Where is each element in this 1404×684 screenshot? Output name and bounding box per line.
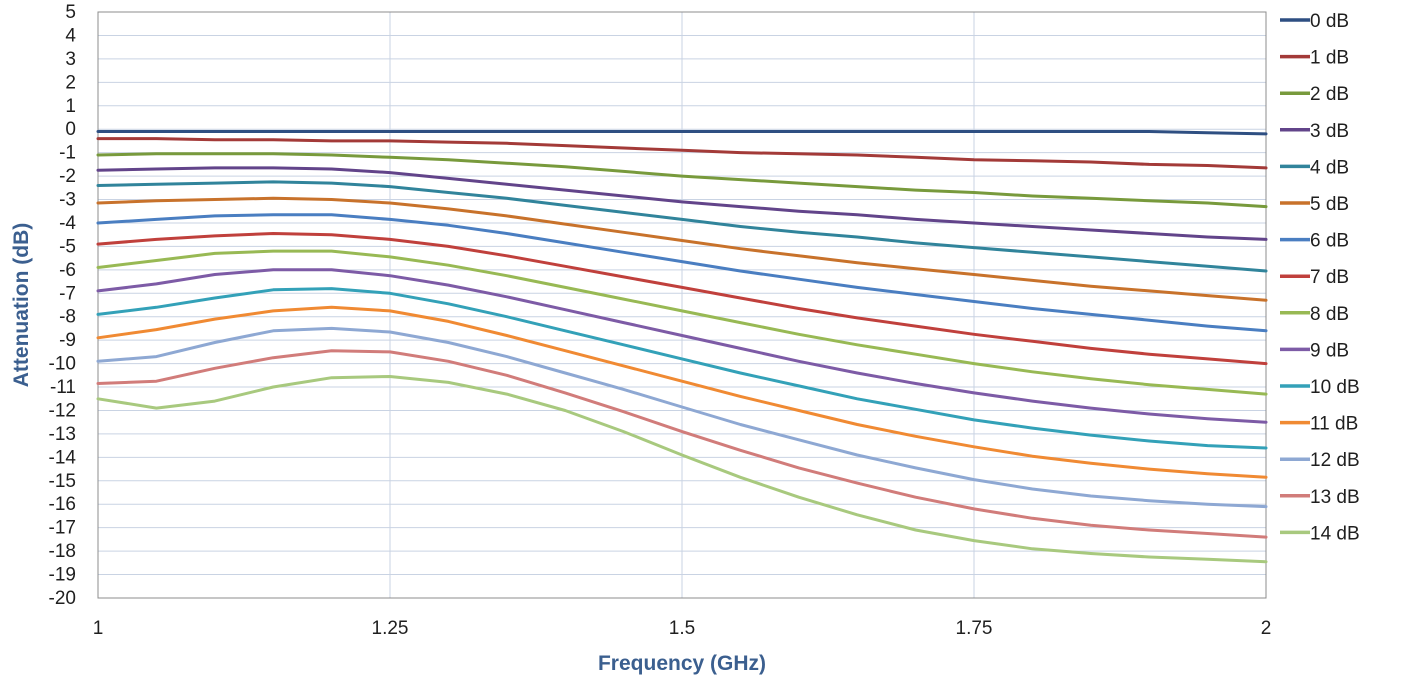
series-line	[96, 249, 1268, 396]
series-line	[96, 152, 1268, 209]
y-tick-label: 3	[65, 49, 76, 70]
y-tick-label: 0	[65, 119, 76, 140]
y-tick-label: -9	[59, 330, 76, 351]
grid	[97, 11, 1267, 599]
legend-label: 3 dB	[1310, 121, 1349, 142]
y-tick-label: -8	[59, 307, 76, 328]
series-line	[96, 232, 1268, 366]
y-tick-label: -19	[49, 565, 76, 586]
y-tick-label: -13	[49, 424, 76, 445]
y-tick-label: -10	[49, 354, 76, 375]
series-line	[96, 180, 1268, 273]
y-tick-label: -3	[59, 190, 76, 211]
series-line	[96, 375, 1268, 564]
legend: 0 dB 1 dB 2 dB 3 dB 4 dB 5 dB 6 dB 7 dB 8 dB 9 dB…	[1280, 11, 1360, 544]
legend-label: 0 dB	[1310, 11, 1349, 32]
series-line	[96, 349, 1268, 539]
x-tick-label: 1.25	[372, 618, 409, 639]
y-tick-label: -20	[49, 588, 76, 609]
y-tick-label: -2	[59, 166, 76, 187]
x-axis-title: Frequency (GHz)	[598, 652, 766, 675]
legend-label: 14 dB	[1310, 523, 1360, 544]
legend-label: 1 dB	[1310, 48, 1349, 69]
legend-label: 8 dB	[1310, 304, 1349, 325]
series-line	[96, 326, 1268, 509]
y-tick-label: -14	[49, 447, 77, 468]
plot-frame	[97, 11, 1267, 599]
series-line	[96, 166, 1268, 241]
x-tick-labels: 1 1.25 1.5 1.75 2	[93, 618, 1272, 639]
legend-label: 5 dB	[1310, 194, 1349, 215]
series-line	[96, 268, 1268, 424]
y-tick-label: -16	[49, 494, 76, 515]
series-line	[96, 305, 1268, 479]
series-line	[96, 287, 1268, 450]
x-tick-label: 1.5	[669, 618, 695, 639]
series-layer	[96, 130, 1268, 564]
y-tick-label: 5	[65, 2, 76, 23]
series-line	[96, 130, 1268, 136]
y-tick-label: -7	[59, 283, 76, 304]
y-tick-label: -1	[59, 143, 76, 164]
legend-label: 7 dB	[1310, 267, 1349, 288]
legend-label: 12 dB	[1310, 450, 1360, 471]
legend-label: 9 dB	[1310, 340, 1349, 361]
y-tick-label: 2	[65, 72, 76, 93]
y-tick-label: 1	[65, 96, 76, 117]
y-tick-labels: 54 32 10 -1-2 -3-4-5 -6-7 -8-9 -10-11-12 -13-14 -…	[49, 2, 77, 609]
y-tick-label: -15	[49, 471, 76, 492]
series-line	[96, 213, 1268, 333]
x-tick-label: 2	[1261, 618, 1272, 639]
y-tick-label: 4	[65, 25, 76, 46]
y-tick-label: -6	[59, 260, 76, 281]
y-tick-label: -18	[49, 541, 76, 562]
series-line	[96, 196, 1268, 302]
legend-label: 4 dB	[1310, 157, 1349, 178]
y-tick-label: -12	[49, 400, 76, 421]
series-line	[96, 137, 1268, 170]
legend-label: 11 dB	[1310, 414, 1358, 435]
y-tick-label: -4	[59, 213, 76, 234]
legend-label: 13 dB	[1310, 487, 1360, 508]
y-tick-label: -17	[49, 518, 76, 539]
legend-label: 10 dB	[1310, 377, 1360, 398]
y-tick-label: -5	[59, 236, 76, 257]
x-tick-label: 1.75	[956, 618, 993, 639]
legend-label: 6 dB	[1310, 231, 1349, 252]
y-axis-title: Attenuation (dB)	[10, 223, 33, 387]
y-tick-label: -11	[50, 377, 76, 398]
legend-label: 2 dB	[1310, 84, 1349, 105]
x-tick-label: 1	[93, 618, 104, 639]
